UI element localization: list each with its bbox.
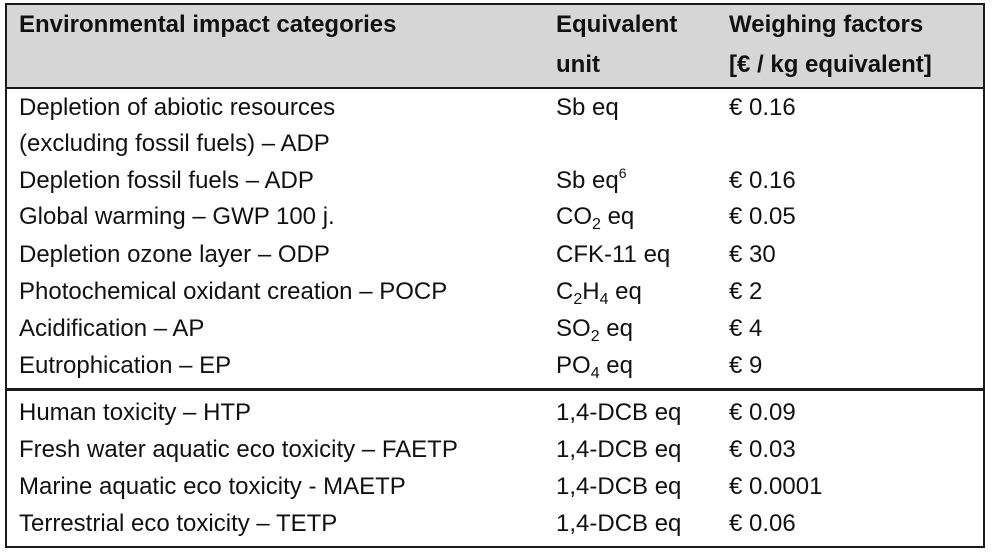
unit-cell: Sb eq6 bbox=[556, 165, 627, 194]
factor-cell: € 4 bbox=[729, 315, 763, 342]
factor-cell: € 0.16 bbox=[729, 167, 796, 194]
unit-cell: CO2 eq bbox=[556, 203, 635, 233]
header-factors-line2: [€ / kg equivalent] bbox=[729, 51, 932, 78]
factor-cell: € 9 bbox=[729, 352, 763, 379]
category-cell: Depletion ozone layer – ODP bbox=[19, 241, 330, 268]
section-divider bbox=[7, 388, 983, 391]
factor-cell: € 0.0001 bbox=[729, 473, 823, 500]
category-cell: Depletion fossil fuels – ADP bbox=[19, 167, 314, 194]
unit-cell: C2H4 eq bbox=[556, 278, 642, 308]
factor-cell: € 0.03 bbox=[729, 436, 796, 463]
category-cell: Depletion of abiotic resources bbox=[19, 94, 336, 121]
factor-cell: € 0.16 bbox=[729, 94, 796, 121]
category-cell: Acidification – AP bbox=[19, 315, 205, 342]
category-cell: Fresh water aquatic eco toxicity – FAETP bbox=[19, 436, 458, 463]
factor-cell: € 2 bbox=[729, 278, 763, 305]
category-cell: Marine aquatic eco toxicity - MAETP bbox=[19, 473, 406, 500]
category-cell: Human toxicity – HTP bbox=[19, 399, 252, 426]
factor-cell: € 0.09 bbox=[729, 399, 796, 426]
category-cell: Photochemical oxidant creation – POCP bbox=[19, 278, 448, 305]
table-header: Environmental impact categories Equivale… bbox=[7, 5, 983, 89]
category-cell: Eutrophication – EP bbox=[19, 352, 232, 379]
unit-cell: 1,4-DCB eq bbox=[556, 473, 682, 500]
unit-cell: CFK-11 eq bbox=[556, 241, 671, 268]
unit-cell: 1,4-DCB eq bbox=[556, 436, 682, 463]
category-cell: Terrestrial eco toxicity – TETP bbox=[19, 510, 338, 537]
factor-cell: € 0.06 bbox=[729, 510, 796, 537]
header-factors-line1: Weighing factors bbox=[729, 11, 924, 38]
unit-cell: Sb eq bbox=[556, 94, 619, 121]
unit-cell: SO2 eq bbox=[556, 315, 633, 345]
category-cell-line2: (excluding fossil fuels) – ADP bbox=[19, 130, 330, 157]
header-unit-line1: Equivalent bbox=[556, 11, 678, 38]
unit-cell: 1,4-DCB eq bbox=[556, 510, 682, 537]
category-cell: Global warming – GWP 100 j. bbox=[19, 203, 335, 230]
unit-cell: PO4 eq bbox=[556, 352, 633, 382]
factor-cell: € 0.05 bbox=[729, 203, 796, 230]
header-unit-line2: unit bbox=[556, 51, 600, 78]
header-categories: Environmental impact categories bbox=[19, 11, 397, 38]
unit-cell: 1,4-DCB eq bbox=[556, 399, 682, 426]
impact-table: Environmental impact categories Equivale… bbox=[5, 3, 985, 548]
factor-cell: € 30 bbox=[729, 241, 776, 268]
